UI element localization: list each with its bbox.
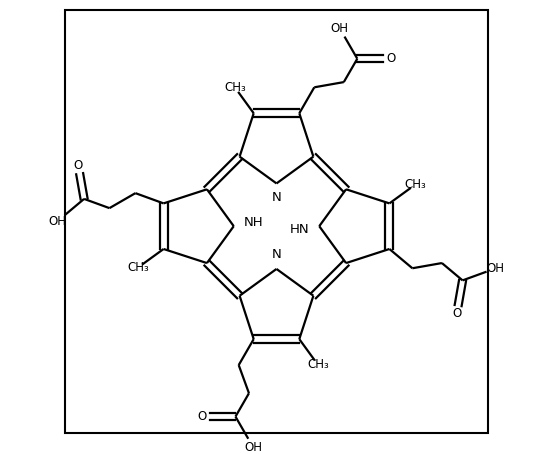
Text: O: O: [386, 52, 395, 65]
Text: HN: HN: [290, 223, 310, 236]
Text: N: N: [272, 192, 281, 204]
Text: OH: OH: [48, 215, 66, 228]
Text: OH: OH: [331, 22, 348, 35]
Text: OH: OH: [244, 441, 262, 454]
Text: N: N: [272, 248, 281, 261]
Text: CH₃: CH₃: [127, 261, 149, 274]
Text: O: O: [74, 159, 83, 173]
Text: CH₃: CH₃: [307, 358, 329, 371]
Text: O: O: [452, 307, 461, 320]
Text: CH₃: CH₃: [404, 178, 426, 191]
Text: O: O: [197, 410, 207, 423]
Text: OH: OH: [487, 262, 505, 275]
Text: NH: NH: [243, 216, 263, 229]
Text: CH₃: CH₃: [224, 81, 246, 94]
